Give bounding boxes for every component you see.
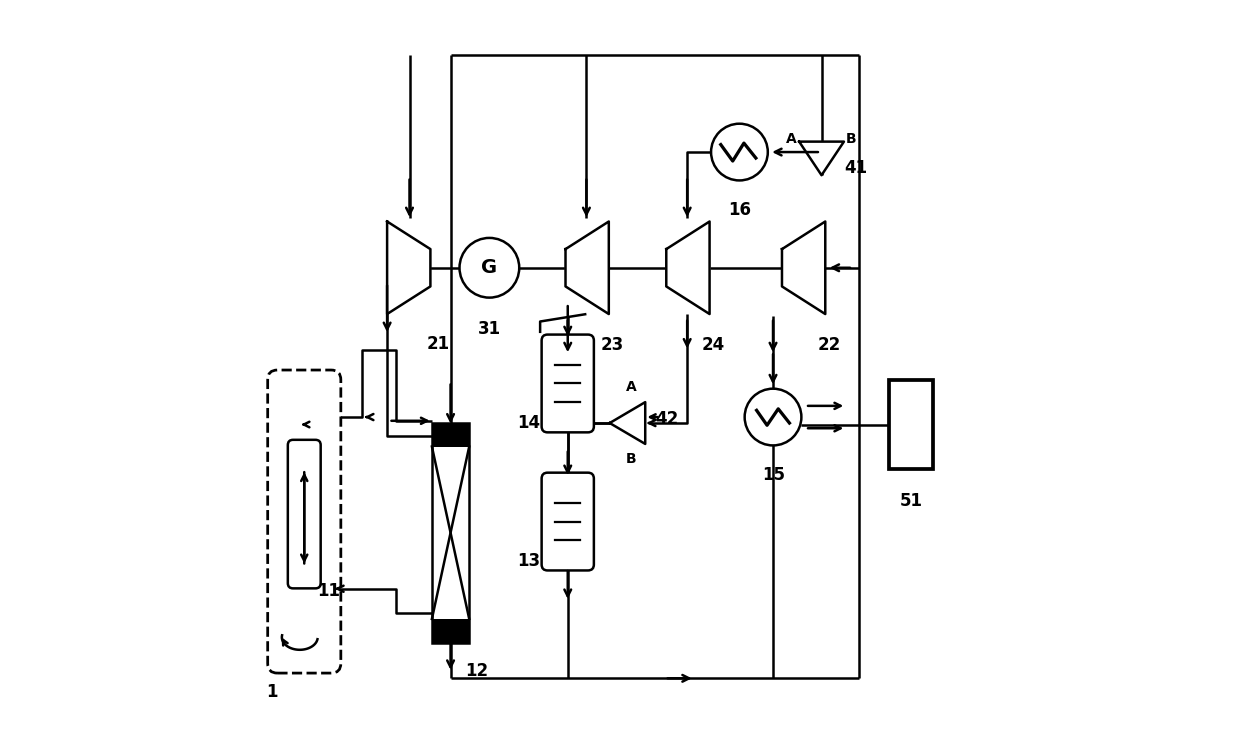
Text: 14: 14 <box>517 414 541 432</box>
Bar <box>432 423 469 447</box>
Text: B: B <box>626 452 636 465</box>
FancyBboxPatch shape <box>542 335 594 432</box>
Text: 12: 12 <box>465 663 489 681</box>
Circle shape <box>460 238 520 298</box>
Bar <box>432 423 469 643</box>
FancyBboxPatch shape <box>542 473 594 571</box>
Text: 31: 31 <box>477 320 501 338</box>
Text: 15: 15 <box>763 466 785 484</box>
Text: 21: 21 <box>427 335 449 353</box>
Text: 13: 13 <box>517 552 541 570</box>
Polygon shape <box>610 402 645 444</box>
Text: 24: 24 <box>702 336 725 354</box>
Bar <box>432 619 469 643</box>
Text: 11: 11 <box>317 581 341 599</box>
Circle shape <box>711 123 768 180</box>
Text: A: A <box>626 381 636 394</box>
Text: 41: 41 <box>844 159 868 177</box>
Text: 1: 1 <box>267 683 278 701</box>
Text: 51: 51 <box>899 492 923 510</box>
FancyBboxPatch shape <box>288 440 321 588</box>
FancyBboxPatch shape <box>268 370 341 673</box>
Circle shape <box>745 389 801 445</box>
Text: B: B <box>846 132 857 147</box>
Polygon shape <box>799 141 844 175</box>
Polygon shape <box>782 222 826 314</box>
Polygon shape <box>666 222 709 314</box>
Text: 16: 16 <box>729 202 751 220</box>
Text: 42: 42 <box>656 411 678 429</box>
Text: 23: 23 <box>601 336 624 354</box>
Polygon shape <box>565 222 609 314</box>
Bar <box>889 380 932 469</box>
Text: 22: 22 <box>817 336 841 354</box>
Text: G: G <box>481 258 497 277</box>
Text: A: A <box>786 132 797 147</box>
Polygon shape <box>387 222 430 314</box>
